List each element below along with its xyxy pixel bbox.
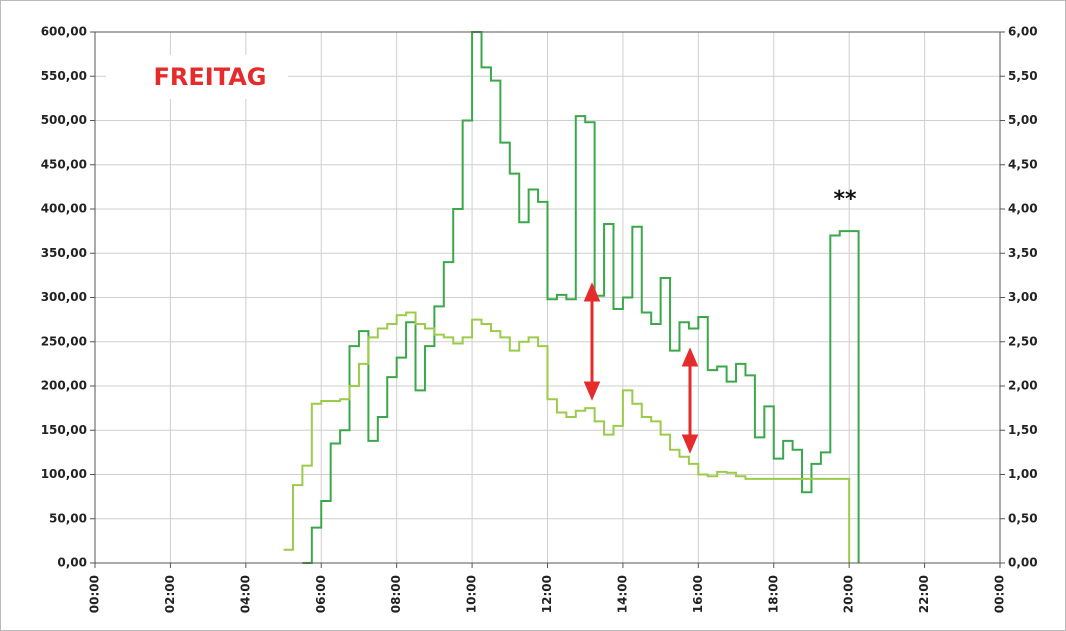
y-tick-label: 250,00: [41, 334, 87, 348]
series-line: [283, 311, 851, 563]
x-tick-label: 06:00: [314, 575, 328, 613]
y-tick-label: 50,00: [49, 511, 87, 525]
lines: [283, 31, 860, 564]
x-tick-label: 08:00: [389, 575, 403, 613]
x-tick-label: 04:00: [238, 575, 252, 613]
x-tick-label: 02:00: [163, 575, 177, 613]
y2-tick-label: 0,00: [1008, 556, 1038, 570]
y-tick-label: 350,00: [41, 246, 87, 260]
x-tick-label: 14:00: [615, 575, 629, 613]
x-tick-label: 18:00: [766, 575, 780, 613]
series-line: [302, 31, 860, 564]
y2-tick-label: 5,00: [1008, 113, 1038, 127]
y2-tick-label: 0,50: [1008, 511, 1038, 525]
y2-tick-label: 1,00: [1008, 467, 1038, 481]
y2-tick-label: 6,00: [1008, 25, 1038, 39]
y-tick-label: 550,00: [41, 69, 87, 83]
y-tick-label: 0,00: [57, 556, 87, 570]
y2-tick-label: 2,00: [1008, 379, 1038, 393]
y2-tick-label: 3,00: [1008, 290, 1038, 304]
y-tick-label: 600,00: [41, 25, 87, 39]
annotation: **: [833, 187, 857, 212]
x-tick-label: 22:00: [917, 575, 931, 613]
x-tick-label: 10:00: [465, 575, 479, 613]
x-tick-label: 00:00: [88, 575, 102, 613]
arrow-head: [583, 282, 601, 302]
y2-tick-label: 1,50: [1008, 423, 1038, 437]
title: FREITAG: [154, 63, 267, 91]
y-tick-label: 500,00: [41, 113, 87, 127]
y-tick-label: 100,00: [41, 467, 87, 481]
x-tick-label: 12:00: [540, 575, 554, 613]
y2-tick-label: 5,50: [1008, 69, 1038, 83]
y-tick-label: 400,00: [41, 202, 87, 216]
arrow-head: [583, 381, 601, 401]
arrow-head: [681, 434, 699, 454]
x-tick-label: 00:00: [993, 575, 1007, 613]
difference-arrows: [583, 282, 699, 454]
arrow-head: [681, 347, 699, 367]
x-tick-label: 16:00: [691, 575, 705, 613]
y-tick-label: 200,00: [41, 379, 87, 393]
x-tick-label: 20:00: [842, 575, 856, 613]
y2-tick-label: 3,50: [1008, 246, 1038, 260]
y2-tick-label: 4,50: [1008, 157, 1038, 171]
y-tick-label: 300,00: [41, 290, 87, 304]
y2-tick-label: 2,50: [1008, 334, 1038, 348]
y-tick-label: 150,00: [41, 423, 87, 437]
title-box: [106, 55, 288, 99]
y-tick-label: 450,00: [41, 157, 87, 171]
y2-tick-label: 4,00: [1008, 202, 1038, 216]
